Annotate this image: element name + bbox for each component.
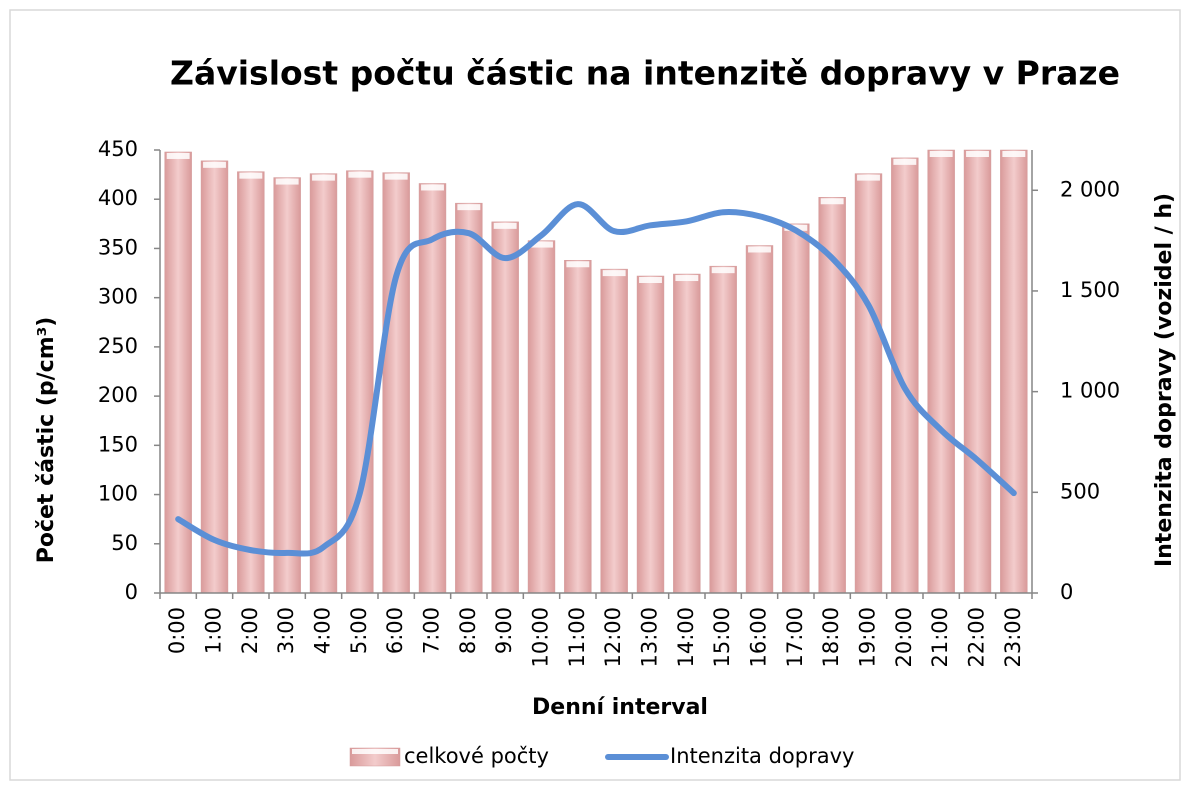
x-tick-label: 11:00 <box>565 607 589 668</box>
bar-cap <box>421 184 444 191</box>
bar <box>1000 149 1028 594</box>
y-tick-label: 250 <box>98 334 138 358</box>
bar-cap <box>966 151 989 157</box>
bar <box>418 183 447 594</box>
x-tick-label: 19:00 <box>856 607 880 668</box>
x-tick-label: 23:00 <box>1001 607 1025 668</box>
bar <box>600 268 628 594</box>
y-tick-label: 100 <box>98 482 138 506</box>
x-tick-label: 22:00 <box>965 607 989 668</box>
bar-cap <box>312 174 335 181</box>
bar-cap <box>530 241 553 248</box>
y-tick-label: 50 <box>111 531 138 555</box>
bar-cap <box>203 161 226 168</box>
x-tick-label: 16:00 <box>747 607 771 668</box>
x-tick-label: 14:00 <box>674 607 698 668</box>
y-tick-label: 350 <box>98 235 138 259</box>
bar-cap <box>602 270 626 277</box>
bar-cap <box>711 267 735 274</box>
bar-cap <box>675 275 699 282</box>
bar <box>491 221 519 594</box>
chart-title: Závislost počtu částic na intenzitě dopr… <box>170 54 1120 93</box>
bar <box>200 160 229 594</box>
bar-cap <box>639 277 662 284</box>
y-tick-label: 0 <box>125 580 138 604</box>
y-tick-label: 450 <box>98 137 138 161</box>
bar <box>527 240 556 594</box>
x-tick-label: 8:00 <box>456 607 480 654</box>
x-tick-label: 3:00 <box>274 607 298 654</box>
x-tick-label: 5:00 <box>347 607 371 654</box>
x-tick-label: 18:00 <box>819 607 843 668</box>
x-tick-label: 6:00 <box>383 607 407 654</box>
legend-swatch-cap <box>352 749 398 754</box>
bar <box>782 223 810 594</box>
y-tick-label: 300 <box>98 285 138 309</box>
y2-tick-label: 500 <box>1060 479 1100 503</box>
bar-cap <box>457 204 481 211</box>
y2-tick-label: 2 000 <box>1060 177 1120 201</box>
bar <box>673 273 701 594</box>
y-tick-label: 150 <box>98 432 138 456</box>
y-tick-label: 400 <box>98 186 138 210</box>
bar <box>854 173 883 594</box>
bar-cap <box>748 246 771 253</box>
x-tick-label: 4:00 <box>311 607 335 654</box>
x-tick-label: 2:00 <box>238 607 262 654</box>
bar-cap <box>493 222 517 229</box>
x-tick-label: 12:00 <box>601 607 625 668</box>
x-tick-label: 7:00 <box>420 607 444 654</box>
bar-cap <box>239 172 263 179</box>
bar <box>273 177 301 594</box>
y-axis-title: Počet částic (p/cm³) <box>34 317 59 564</box>
x-tick-label: 20:00 <box>892 607 916 668</box>
bar-cap <box>820 198 844 205</box>
y2-axis-title: Intenzita dopravy (vozidel / h) <box>1152 193 1177 567</box>
x-tick-label: 10:00 <box>529 607 553 668</box>
y-tick-label: 200 <box>98 383 138 407</box>
bar <box>745 245 774 594</box>
bar <box>309 173 338 594</box>
x-axis-title: Denní interval <box>532 695 708 720</box>
x-tick-label: 9:00 <box>492 607 516 654</box>
bar <box>455 202 483 594</box>
bar-cap <box>166 152 190 159</box>
bar <box>636 275 665 594</box>
bar-cap <box>566 261 590 268</box>
y2-tick-label: 1 000 <box>1060 379 1120 403</box>
x-tick-label: 17:00 <box>783 607 807 668</box>
legend-label: celkové počty <box>404 744 549 768</box>
x-tick-label: 15:00 <box>710 607 734 668</box>
y2-tick-label: 0 <box>1060 580 1073 604</box>
x-tick-label: 0:00 <box>165 607 189 654</box>
bar-cap <box>929 151 953 157</box>
x-tick-label: 13:00 <box>638 607 662 668</box>
bar <box>564 260 592 594</box>
bar <box>963 149 992 594</box>
bar <box>346 170 374 594</box>
bar-cap <box>1002 151 1026 157</box>
x-tick-label: 1:00 <box>202 607 226 654</box>
y2-tick-label: 1 500 <box>1060 278 1120 302</box>
bar-cap <box>893 158 917 165</box>
bar <box>709 265 737 594</box>
bar <box>237 171 265 594</box>
bar-cap <box>384 173 408 180</box>
bar-cap <box>857 174 880 181</box>
line <box>175 201 1017 557</box>
bar <box>382 172 410 594</box>
x-tick-label: 21:00 <box>928 607 952 668</box>
bar-cap <box>275 178 299 185</box>
bar-cap <box>348 171 372 178</box>
legend-label: Intenzita dopravy <box>670 744 854 768</box>
bar <box>927 149 955 594</box>
